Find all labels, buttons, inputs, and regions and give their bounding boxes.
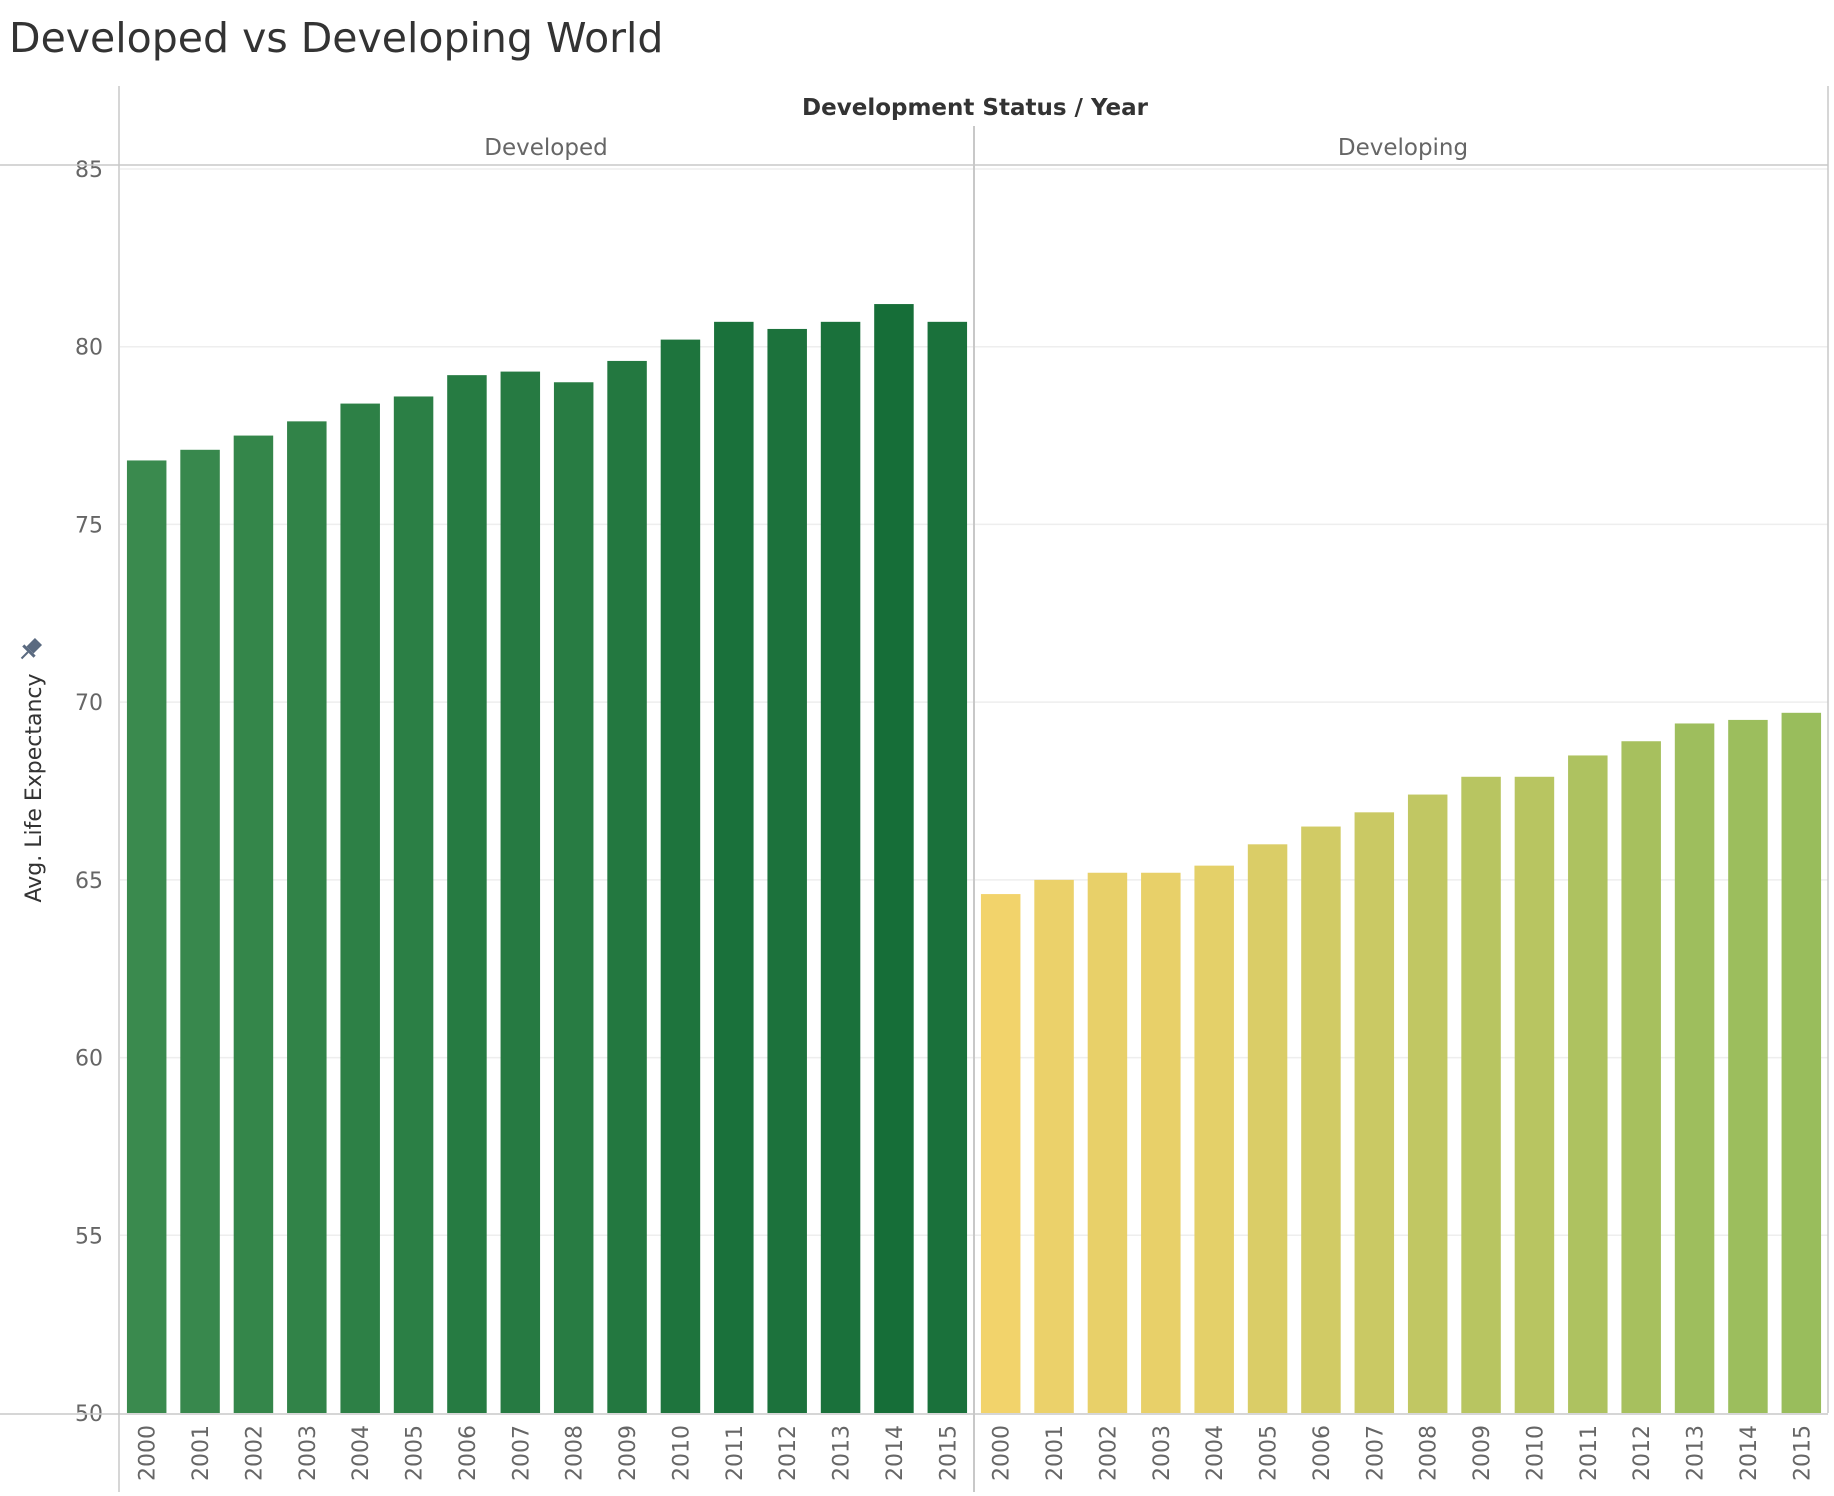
y-tick-label: 75 xyxy=(75,513,103,538)
bar-developed-2013[interactable] xyxy=(820,321,861,1414)
x-tick-label: 2011 xyxy=(723,1425,748,1481)
x-tick-label: 2012 xyxy=(1630,1425,1655,1481)
y-tick-label: 65 xyxy=(75,869,103,894)
x-tick-label: 2005 xyxy=(403,1425,428,1481)
x-tick-label: 2015 xyxy=(936,1425,961,1481)
bar-developing-2007[interactable] xyxy=(1354,812,1395,1413)
bar-developed-2014[interactable] xyxy=(874,304,914,1413)
y-axis-title: Avg. Life Expectancy xyxy=(22,673,47,902)
bar-developed-2004[interactable] xyxy=(340,403,380,1413)
bar-developed-2001[interactable] xyxy=(180,449,220,1413)
bar-developed-2011[interactable] xyxy=(714,321,754,1414)
x-tick-label: 2011 xyxy=(1577,1425,1602,1481)
y-tick-label: 55 xyxy=(75,1224,103,1249)
bar-developing-2009[interactable] xyxy=(1461,776,1501,1413)
bar-developed-2002[interactable] xyxy=(233,435,274,1414)
x-tick-label: 2009 xyxy=(616,1425,641,1481)
bar-developing-2000[interactable] xyxy=(980,894,1021,1413)
bar-developing-2003[interactable] xyxy=(1141,872,1181,1413)
x-tick-label: 2007 xyxy=(1363,1425,1388,1481)
x-tick-label: 2004 xyxy=(1203,1425,1228,1481)
x-tick-label: 2003 xyxy=(296,1425,321,1481)
x-tick-label: 2001 xyxy=(189,1425,214,1481)
bar-developing-2005[interactable] xyxy=(1247,844,1288,1413)
bar-developed-2009[interactable] xyxy=(607,360,647,1414)
x-tick-label: 2014 xyxy=(1737,1425,1762,1481)
bar-developed-2008[interactable] xyxy=(553,382,594,1414)
bar-developing-2015[interactable] xyxy=(1781,712,1822,1413)
y-tick-label: 70 xyxy=(75,691,103,716)
bar-developed-2000[interactable] xyxy=(126,460,167,1413)
x-tick-label: 2006 xyxy=(1310,1425,1335,1481)
x-tick-label: 2013 xyxy=(1684,1425,1709,1481)
x-tick-label: 2001 xyxy=(1043,1425,1068,1481)
pin-icon[interactable] xyxy=(16,636,44,664)
y-tick-label: 60 xyxy=(75,1047,103,1072)
bar-developed-2010[interactable] xyxy=(660,339,701,1413)
column-header-title: Development Status / Year xyxy=(802,95,1149,121)
chart-title: Developed vs Developing World xyxy=(9,14,664,62)
x-tick-label: 2010 xyxy=(1523,1425,1548,1481)
bar-developed-2005[interactable] xyxy=(393,396,434,1414)
bar-developing-2004[interactable] xyxy=(1194,865,1234,1413)
x-tick-label: 2002 xyxy=(242,1425,267,1481)
bar-developing-2002[interactable] xyxy=(1087,872,1128,1413)
bar-developing-2010[interactable] xyxy=(1514,776,1555,1413)
x-tick-label: 2008 xyxy=(1417,1425,1442,1481)
bar-developed-2007[interactable] xyxy=(500,371,541,1414)
bar-developing-2014[interactable] xyxy=(1728,719,1768,1413)
x-tick-label: 2007 xyxy=(509,1425,534,1481)
x-tick-label: 2010 xyxy=(669,1425,694,1481)
x-tick-label: 2008 xyxy=(563,1425,588,1481)
bar-developed-2003[interactable] xyxy=(287,421,327,1414)
y-tick-label: 80 xyxy=(75,336,103,361)
bar-developing-2001[interactable] xyxy=(1034,879,1074,1413)
bar-developing-2013[interactable] xyxy=(1674,723,1715,1413)
panel-header-developed: Developed xyxy=(484,135,607,161)
x-tick-label: 2009 xyxy=(1470,1425,1495,1481)
x-tick-label: 2013 xyxy=(830,1425,855,1481)
x-tick-label: 2006 xyxy=(456,1425,481,1481)
x-tick-label: 2003 xyxy=(1150,1425,1175,1481)
x-tick-label: 2004 xyxy=(349,1425,374,1481)
x-tick-label: 2012 xyxy=(776,1425,801,1481)
x-tick-label: 2015 xyxy=(1790,1425,1815,1481)
panel-header-developing: Developing xyxy=(1338,135,1468,161)
x-tick-label: 2005 xyxy=(1257,1425,1282,1481)
x-tick-label: 2002 xyxy=(1096,1425,1121,1481)
bar-developed-2015[interactable] xyxy=(927,321,968,1414)
y-tick-label: 85 xyxy=(75,158,103,183)
bar-developed-2012[interactable] xyxy=(767,328,807,1413)
bar-developing-2011[interactable] xyxy=(1568,755,1608,1413)
bar-developing-2012[interactable] xyxy=(1621,741,1661,1413)
bar-developed-2006[interactable] xyxy=(447,375,487,1413)
bar-developing-2008[interactable] xyxy=(1407,794,1448,1413)
bar-developing-2006[interactable] xyxy=(1301,826,1341,1413)
x-tick-label: 2014 xyxy=(883,1425,908,1481)
x-tick-label: 2000 xyxy=(990,1425,1015,1481)
x-tick-label: 2000 xyxy=(136,1425,161,1481)
